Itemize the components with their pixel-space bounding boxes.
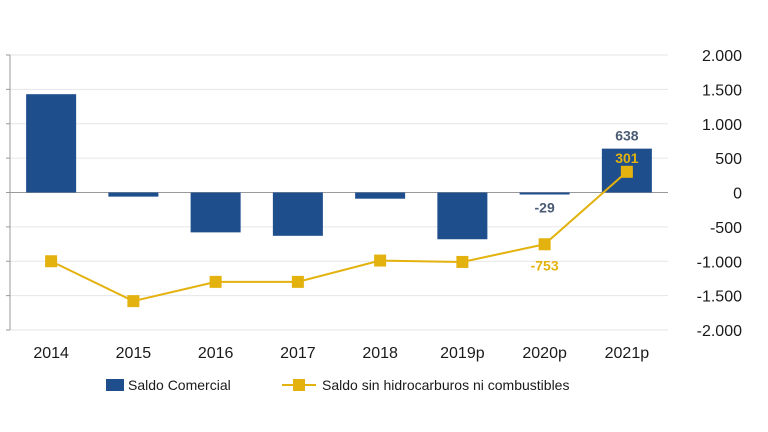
line-marker-2017 bbox=[291, 275, 304, 288]
x-category-label: 2019p bbox=[440, 345, 485, 362]
bar-data-label: -29 bbox=[535, 200, 555, 216]
y-tick-label: -2.000 bbox=[697, 323, 742, 340]
y-tick-label: 500 bbox=[715, 151, 742, 168]
line-marker-2015 bbox=[127, 295, 140, 308]
y-tick-label: 2.000 bbox=[702, 48, 742, 65]
line-marker-2016 bbox=[209, 275, 222, 288]
y-tick-label: -500 bbox=[710, 220, 742, 237]
bar-2017 bbox=[272, 192, 323, 236]
gridlines bbox=[10, 54, 668, 331]
line-marker-2020p bbox=[538, 238, 551, 251]
bar-2016 bbox=[190, 192, 241, 233]
x-category-label: 2017 bbox=[280, 345, 316, 362]
legend-label-saldo-comercial: Saldo Comercial bbox=[128, 377, 231, 393]
bar-data-label: 638 bbox=[615, 128, 639, 144]
x-category-label: 2020p bbox=[522, 345, 567, 362]
bar-2014 bbox=[26, 94, 77, 193]
line-series bbox=[45, 165, 633, 308]
bar-2018 bbox=[355, 192, 406, 199]
line-marker-2019p bbox=[456, 255, 469, 268]
y-tick-label: 0 bbox=[733, 186, 742, 203]
line-path bbox=[50, 171, 628, 303]
bar-series bbox=[26, 94, 652, 240]
line-data-label: 301 bbox=[615, 150, 639, 166]
y-tick-label: -1.000 bbox=[697, 254, 742, 271]
y-tick-label: 1.000 bbox=[702, 117, 742, 134]
legend: Saldo Comercial Saldo sin hidrocarburos … bbox=[106, 377, 569, 393]
y-axis-ticks: 2.000 1.500 1.000 500 0 -500 -1.000 -1.500 -2.00… bbox=[697, 48, 742, 340]
bar-2020p bbox=[519, 192, 570, 195]
legend-marker-saldo-sin-hidrocarburos bbox=[293, 379, 305, 391]
line-marker-2014 bbox=[45, 255, 58, 268]
y-tick-label: 1.500 bbox=[702, 82, 742, 99]
x-axis-categories: 2014 2015 2016 2017 2018 2019p 2020p 2021p bbox=[33, 345, 649, 362]
x-category-label: 2015 bbox=[116, 345, 152, 362]
bar-2015 bbox=[108, 192, 159, 197]
x-category-label: 2014 bbox=[33, 345, 69, 362]
x-category-label: 2016 bbox=[198, 345, 234, 362]
x-category-label: 2018 bbox=[362, 345, 398, 362]
line-data-label: -753 bbox=[531, 257, 559, 273]
data-labels: -29 638 -753 301 bbox=[531, 128, 639, 274]
line-marker-2021p bbox=[620, 165, 633, 178]
y-tick-label: -1.500 bbox=[697, 289, 742, 306]
line-marker-2018 bbox=[374, 254, 387, 267]
legend-swatch-saldo-comercial bbox=[106, 379, 124, 391]
legend-label-saldo-sin-hidrocarburos: Saldo sin hidrocarburos ni combustibles bbox=[322, 377, 569, 393]
x-category-label: 2021p bbox=[605, 345, 650, 362]
bar-2019p bbox=[437, 192, 488, 240]
